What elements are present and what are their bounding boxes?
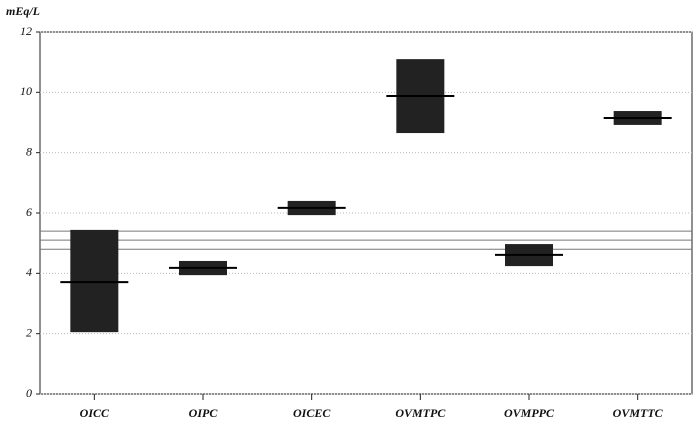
x-tick-label: OICEC (293, 406, 331, 420)
y-tick-label: 0 (26, 386, 32, 400)
x-tick-label: OIPC (189, 406, 219, 420)
y-tick-label: 6 (26, 205, 32, 219)
plot-frame (39, 31, 693, 395)
y-tick-label: 10 (20, 84, 32, 98)
x-tick-label: OICC (80, 406, 110, 420)
x-tick-label: OVMTPC (395, 406, 446, 420)
x-tick-label: OVMTTC (613, 406, 664, 420)
y-axis-label: mEq/L (6, 4, 40, 18)
y-tick-label: 8 (26, 144, 32, 158)
range-bar (70, 229, 119, 333)
x-tick-label: OVMPPC (504, 406, 555, 420)
y-tick-label: 12 (20, 24, 32, 38)
y-tick-label: 2 (26, 325, 32, 339)
y-tick-label: 4 (26, 265, 32, 279)
